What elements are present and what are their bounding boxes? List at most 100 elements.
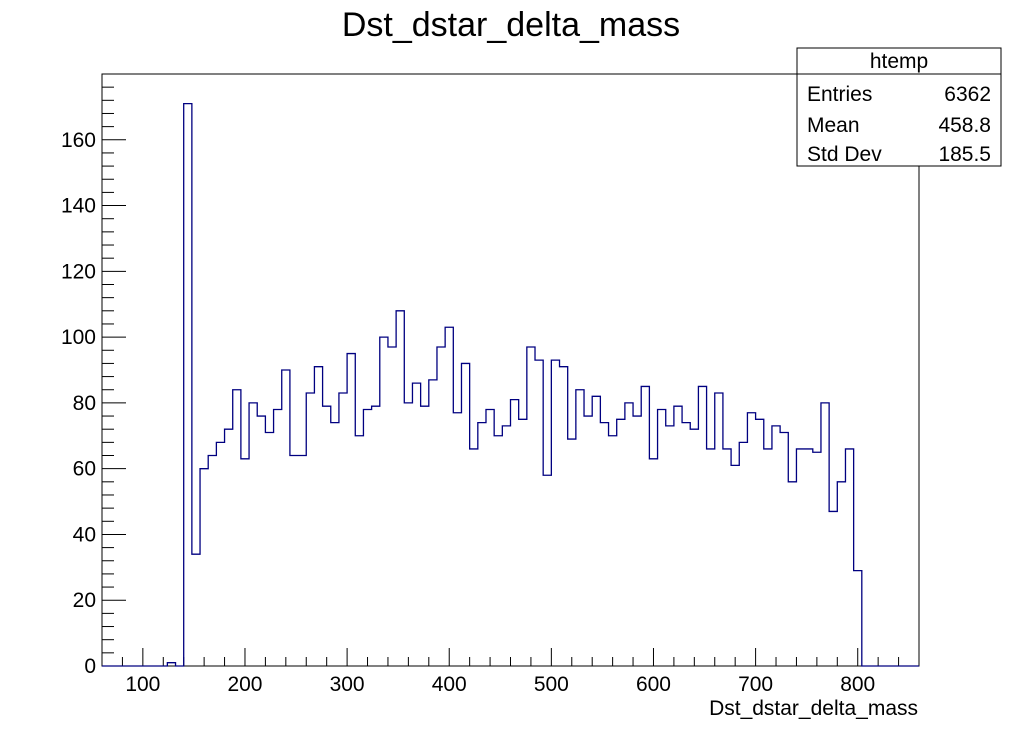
histogram-bin — [625, 403, 633, 666]
histogram-bin — [249, 403, 257, 666]
stats-stddev-value: 185.5 — [938, 143, 991, 166]
x-tick-label: 800 — [840, 673, 875, 696]
histogram-bin — [756, 419, 764, 666]
histogram-bin — [527, 347, 535, 666]
histogram-bin — [551, 360, 559, 666]
histogram-bin — [780, 432, 788, 666]
histogram-bin — [560, 367, 568, 666]
x-tick-label: 100 — [125, 673, 160, 696]
histogram-bin — [568, 439, 576, 666]
histogram-bin — [723, 449, 731, 666]
histogram-bin — [535, 360, 543, 666]
histogram-bin — [241, 459, 249, 666]
histogram-bin — [388, 347, 396, 666]
histogram-bin — [796, 449, 804, 666]
histogram-bin — [584, 416, 592, 666]
histogram-bin — [306, 393, 314, 666]
histogram-bin — [461, 363, 469, 666]
y-tick-label: 60 — [73, 458, 96, 481]
histogram-bin — [421, 406, 429, 666]
x-tick-label: 500 — [534, 673, 569, 696]
plot-frame — [101, 73, 920, 667]
histogram-bin — [674, 406, 682, 666]
y-axis: 0 20 40 60 80 100 120 140 160 — [61, 86, 126, 678]
histogram-bin — [805, 449, 813, 666]
y-tick-label: 120 — [61, 260, 96, 283]
histogram-bin — [314, 367, 322, 666]
histogram-bin — [445, 327, 453, 666]
stats-mean-label: Mean — [807, 114, 860, 137]
histogram-bin — [682, 423, 690, 666]
histogram-bin — [813, 452, 821, 666]
histogram-bin — [739, 442, 747, 666]
histogram-bin — [511, 400, 519, 666]
x-axis: 100 200 300 400 500 600 700 800 — [121, 648, 900, 696]
histogram-bin — [323, 406, 331, 666]
histogram-bin — [747, 413, 755, 666]
histogram-bin — [216, 442, 224, 666]
histogram-bin — [478, 423, 486, 666]
x-axis-title: Dst_dstar_delta_mass — [709, 697, 918, 720]
stats-entries-value: 6362 — [944, 83, 991, 106]
histogram-bin — [502, 426, 510, 666]
histogram-bin — [494, 436, 502, 666]
histogram-bin — [200, 469, 208, 666]
histogram-bin — [192, 554, 200, 666]
histogram-bin — [372, 406, 380, 666]
histogram-outline — [102, 102, 919, 667]
histogram-bin — [543, 475, 551, 666]
histogram-bin — [412, 383, 420, 666]
histogram-bin — [233, 390, 241, 666]
histogram-bin — [658, 409, 666, 666]
histogram-bin — [363, 409, 371, 666]
histogram-bin — [282, 370, 290, 666]
histogram-bin — [788, 482, 796, 666]
histogram-bin — [453, 413, 461, 666]
histogram-bin — [764, 449, 772, 666]
histogram-bin — [609, 436, 617, 666]
histogram-bin — [404, 403, 412, 666]
histogram-bin — [486, 409, 494, 666]
histogram-bin — [290, 456, 298, 666]
histogram-bin — [355, 436, 363, 666]
histogram-bin — [257, 416, 265, 666]
stats-entries-label: Entries — [807, 83, 872, 106]
stats-box-name: htemp — [870, 50, 928, 73]
histogram-bin — [429, 380, 437, 666]
histogram-bins — [167, 104, 861, 666]
histogram-bin — [265, 432, 273, 666]
histogram-bin — [731, 465, 739, 666]
x-tick-label: 600 — [636, 673, 671, 696]
y-tick-label: 40 — [73, 523, 96, 546]
histogram-bin — [690, 429, 698, 666]
y-tick-label: 100 — [61, 326, 96, 349]
histogram-bin — [821, 403, 829, 666]
y-tick-label: 0 — [84, 655, 96, 678]
histogram-bin — [641, 386, 649, 666]
histogram-bin — [274, 409, 282, 666]
y-tick-label: 140 — [61, 195, 96, 218]
histogram-bin — [698, 386, 706, 666]
histogram-bin — [437, 347, 445, 666]
histogram-bin — [225, 429, 233, 666]
histogram-bin — [772, 426, 780, 666]
histogram-bin — [380, 337, 388, 666]
stats-box: htemp Entries 6362 Mean 458.8 Std Dev 18… — [796, 47, 1002, 167]
histogram-bin — [829, 511, 837, 666]
chart-title: Dst_dstar_delta_mass — [342, 6, 680, 44]
stats-mean-value: 458.8 — [938, 114, 991, 137]
histogram-bin — [519, 419, 527, 666]
x-tick-label: 200 — [227, 673, 262, 696]
histogram-bin — [666, 426, 674, 666]
histogram-bin — [339, 393, 347, 666]
y-tick-label: 80 — [73, 392, 96, 415]
histogram-bin — [208, 456, 216, 666]
x-tick-label: 400 — [432, 673, 467, 696]
histogram-bin — [715, 393, 723, 666]
x-tick-label: 700 — [738, 673, 773, 696]
histogram-bin — [600, 423, 608, 666]
stats-stddev-label: Std Dev — [807, 143, 882, 166]
histogram-bin — [707, 449, 715, 666]
histogram-bin — [837, 482, 845, 666]
histogram-bin — [633, 416, 641, 666]
